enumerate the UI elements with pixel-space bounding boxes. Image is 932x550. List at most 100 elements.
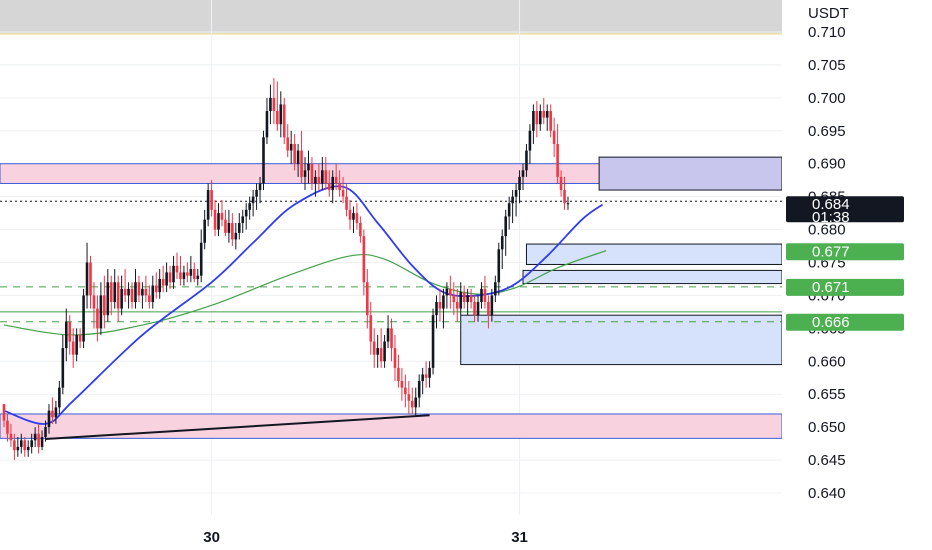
candle-body [241, 216, 245, 223]
candle-body [40, 437, 44, 447]
candle-body [106, 282, 110, 316]
price-axis-panel[interactable] [782, 0, 932, 550]
candle-body [473, 302, 476, 316]
candle-body [449, 288, 452, 296]
candle [231, 213, 234, 247]
candle-body [196, 275, 200, 279]
candle-body [109, 282, 113, 303]
candle-body [165, 272, 168, 286]
candle-body [400, 381, 404, 388]
candle [6, 413, 9, 442]
candle-body [210, 190, 213, 210]
candle [193, 262, 196, 283]
candle-body [507, 203, 511, 217]
candle-body [366, 282, 369, 316]
candle [407, 381, 411, 414]
candle-body [269, 97, 272, 112]
candle [89, 255, 92, 309]
candle [556, 124, 559, 184]
candle-body [293, 143, 296, 164]
candle [51, 397, 54, 424]
candle-body [120, 288, 123, 309]
candle-body [255, 190, 258, 197]
candle [293, 134, 296, 171]
candle-body [545, 111, 549, 118]
candle-body [421, 374, 424, 382]
candle [376, 334, 379, 368]
candle [480, 282, 483, 309]
candle [504, 209, 507, 256]
candle-body [179, 272, 182, 279]
candle [16, 437, 20, 457]
candle-body [459, 292, 463, 309]
candle-body [61, 348, 65, 388]
candle-body [47, 410, 51, 428]
candle [490, 288, 494, 322]
candle [172, 255, 175, 289]
candle-body [466, 295, 469, 303]
candle-body [30, 440, 33, 447]
currency-label: USDT [808, 5, 849, 22]
candle-body [6, 420, 9, 434]
candle [559, 170, 563, 197]
candle-body [511, 196, 514, 204]
candle [109, 275, 113, 316]
candle-body [141, 288, 144, 296]
candle-body [68, 321, 72, 342]
candle-body [296, 150, 300, 164]
candle [359, 216, 362, 243]
candle-body [483, 288, 487, 303]
candle [217, 203, 220, 237]
candle-body [521, 170, 525, 177]
candle [20, 433, 23, 454]
candle [123, 269, 127, 303]
candle-body [383, 341, 386, 362]
candle [99, 282, 103, 335]
candle [518, 170, 521, 204]
candle [85, 242, 89, 309]
candle-body [300, 150, 303, 177]
candle-body [341, 190, 345, 197]
candle-body [445, 288, 449, 296]
candle-body [220, 213, 224, 220]
candle-body [431, 315, 435, 368]
candle-body [379, 348, 383, 362]
candle-body [199, 242, 203, 276]
candle-body [348, 209, 352, 220]
zone-blue-3 [525, 243, 783, 265]
candle [258, 176, 262, 204]
candle-body [566, 203, 570, 205]
candle [500, 229, 504, 270]
zone-blue-4 [522, 269, 783, 285]
candle-body [237, 222, 241, 233]
indicator-tag: 0.677 [786, 243, 904, 261]
candle-body [314, 176, 317, 184]
candle [435, 295, 438, 329]
candle [265, 97, 269, 144]
candle [182, 265, 186, 286]
candle-body [393, 348, 397, 368]
candle-body [528, 130, 532, 151]
candle-body [435, 302, 438, 316]
candle [23, 437, 27, 457]
candle-body [307, 163, 310, 171]
candle-body [258, 183, 262, 191]
candle-body [321, 170, 324, 184]
candle [355, 203, 359, 230]
candle [47, 404, 51, 434]
candle-body [116, 282, 120, 309]
candle [130, 282, 134, 309]
candle [71, 328, 75, 368]
candle-body [345, 196, 348, 210]
candle [462, 285, 466, 309]
candle-body [369, 315, 373, 342]
candle [141, 282, 144, 309]
candle [487, 295, 490, 329]
candle [234, 222, 238, 250]
candle-body [327, 183, 331, 191]
candle-body [404, 387, 407, 395]
candle [542, 97, 546, 125]
price-tick-label: 0.655 [808, 386, 846, 403]
candle [33, 427, 37, 447]
